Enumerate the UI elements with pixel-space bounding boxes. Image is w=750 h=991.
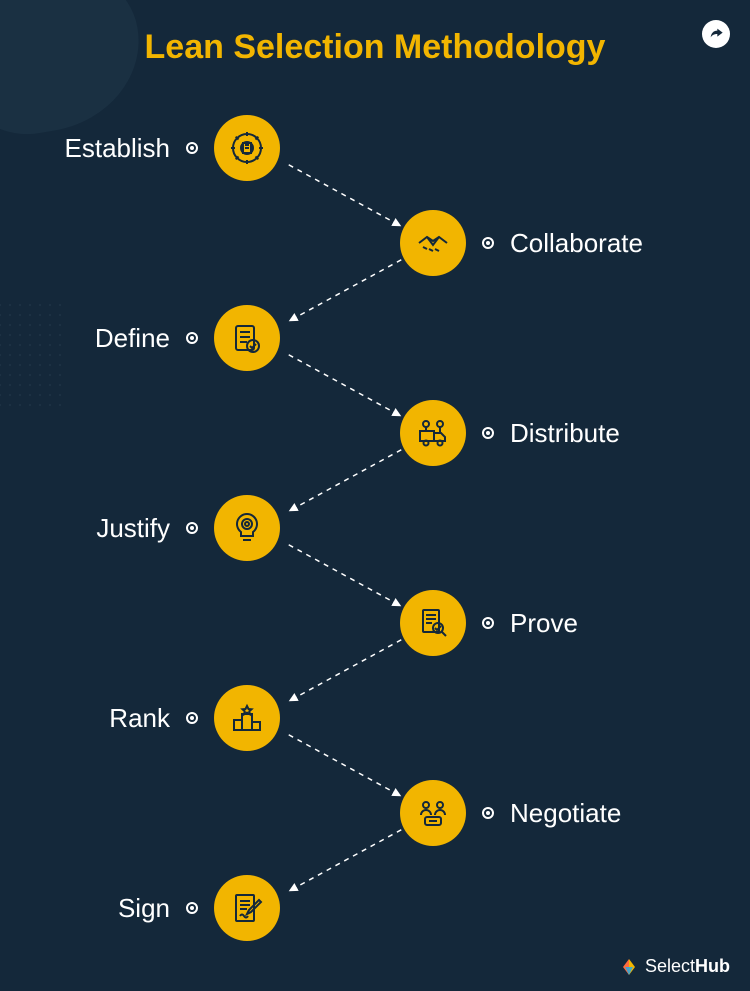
step-label: Distribute [510, 418, 670, 449]
step-label: Prove [510, 608, 670, 639]
bullet-marker [186, 332, 198, 344]
connector-arrow [289, 545, 402, 606]
share-arrow-icon [708, 26, 724, 42]
bullet-marker [482, 617, 494, 629]
connector-arrow [289, 450, 402, 511]
step-rank: Rank [40, 685, 280, 751]
step-label: Sign [40, 893, 170, 924]
step-label: Justify [40, 513, 170, 544]
step-label: Rank [40, 703, 170, 734]
share-button[interactable] [702, 20, 730, 48]
footer-brand: SelectHub [619, 956, 730, 977]
bullet-marker [186, 902, 198, 914]
step-label: Define [40, 323, 170, 354]
infographic-canvas: Lean Selection Methodology Establish Coll… [0, 0, 750, 991]
connector-arrow [289, 260, 402, 321]
brand-text-bold: Hub [695, 956, 730, 977]
connector-arrow [289, 735, 402, 796]
step-prove: Prove [400, 590, 670, 656]
step-collaborate: Collaborate [400, 210, 670, 276]
gear-building-icon [214, 115, 280, 181]
bullet-marker [186, 712, 198, 724]
step-label: Collaborate [510, 228, 670, 259]
bullet-marker [482, 807, 494, 819]
bullet-marker [186, 522, 198, 534]
connector-arrow [289, 640, 402, 701]
step-sign: Sign [40, 875, 280, 941]
step-define: Define [40, 305, 280, 371]
step-distribute: Distribute [400, 400, 670, 466]
connector-arrow [289, 165, 402, 226]
bullet-marker [482, 237, 494, 249]
contract-pen-icon [214, 875, 280, 941]
handshake-icon [400, 210, 466, 276]
podium-icon [214, 685, 280, 751]
checklist-icon [214, 305, 280, 371]
truck-pins-icon [400, 400, 466, 466]
step-negotiate: Negotiate [400, 780, 670, 846]
doc-magnifier-icon [400, 590, 466, 656]
step-justify: Justify [40, 495, 280, 561]
step-label: Establish [40, 133, 170, 164]
bullet-marker [482, 427, 494, 439]
connector-arrow [289, 830, 402, 891]
page-title: Lean Selection Methodology [0, 28, 750, 67]
step-label: Negotiate [510, 798, 670, 829]
brand-text-light: Select [645, 956, 695, 977]
chat-people-icon [400, 780, 466, 846]
step-establish: Establish [40, 115, 280, 181]
brand-mark-icon [619, 957, 639, 977]
bulb-target-icon [214, 495, 280, 561]
connector-arrow [289, 355, 402, 416]
bullet-marker [186, 142, 198, 154]
